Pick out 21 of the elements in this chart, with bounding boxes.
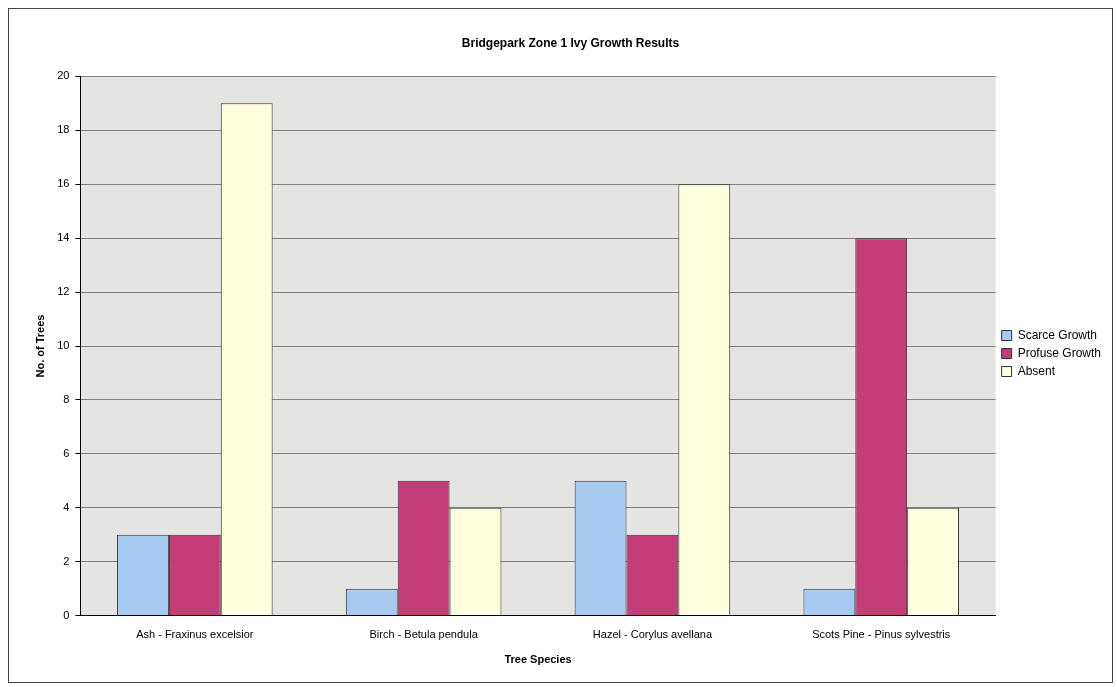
- legend-label: Absent: [1017, 363, 1056, 378]
- x-tick-label: Ash - Fraxinus excelsior: [136, 628, 254, 641]
- legend-label: Scarce Growth: [1017, 327, 1097, 342]
- y-tick-label: 8: [63, 392, 70, 405]
- legend-label: Profuse Growth: [1017, 345, 1102, 360]
- y-tick-label: 12: [57, 285, 70, 298]
- y-tick-label: 16: [57, 177, 70, 190]
- y-tick-label: 0: [63, 608, 70, 621]
- x-tick-label: Scots Pine - Pinus sylvestris: [812, 628, 951, 641]
- y-tick-label: 14: [57, 231, 70, 244]
- x-tick-label: Birch - Betula pendula: [369, 628, 479, 641]
- y-tick-label: 18: [57, 123, 70, 136]
- y-tick-label: 6: [63, 446, 70, 459]
- y-tick-label: 20: [57, 69, 70, 82]
- y-tick-label: 4: [63, 500, 70, 513]
- chart-title: Bridgepark Zone 1 Ivy Growth Results: [461, 35, 680, 50]
- y-tick-label: 10: [57, 339, 70, 352]
- x-tick-label: Hazel - Corylus avellana: [592, 628, 713, 641]
- x-axis-title: Tree Species: [504, 653, 572, 666]
- y-tick-label: 2: [63, 554, 70, 567]
- y-axis-title: No. of Trees: [33, 314, 46, 378]
